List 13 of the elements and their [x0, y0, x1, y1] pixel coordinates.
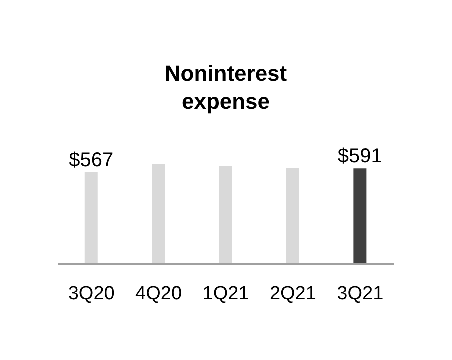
x-tick-label: 4Q20 — [136, 283, 182, 304]
x-tick-label: 3Q21 — [337, 283, 384, 304]
bar — [286, 168, 300, 264]
bar — [219, 166, 232, 264]
data-label: $591 — [338, 146, 382, 168]
x-tick-label: 2Q21 — [270, 283, 316, 304]
bar — [84, 172, 98, 264]
bar — [354, 168, 367, 264]
bar — [152, 164, 166, 264]
chart-title: Noninterest expense — [164, 60, 288, 116]
x-tick-label: 1Q21 — [202, 283, 250, 304]
x-tick-label: 3Q20 — [68, 283, 115, 304]
data-label: $567 — [69, 150, 114, 172]
